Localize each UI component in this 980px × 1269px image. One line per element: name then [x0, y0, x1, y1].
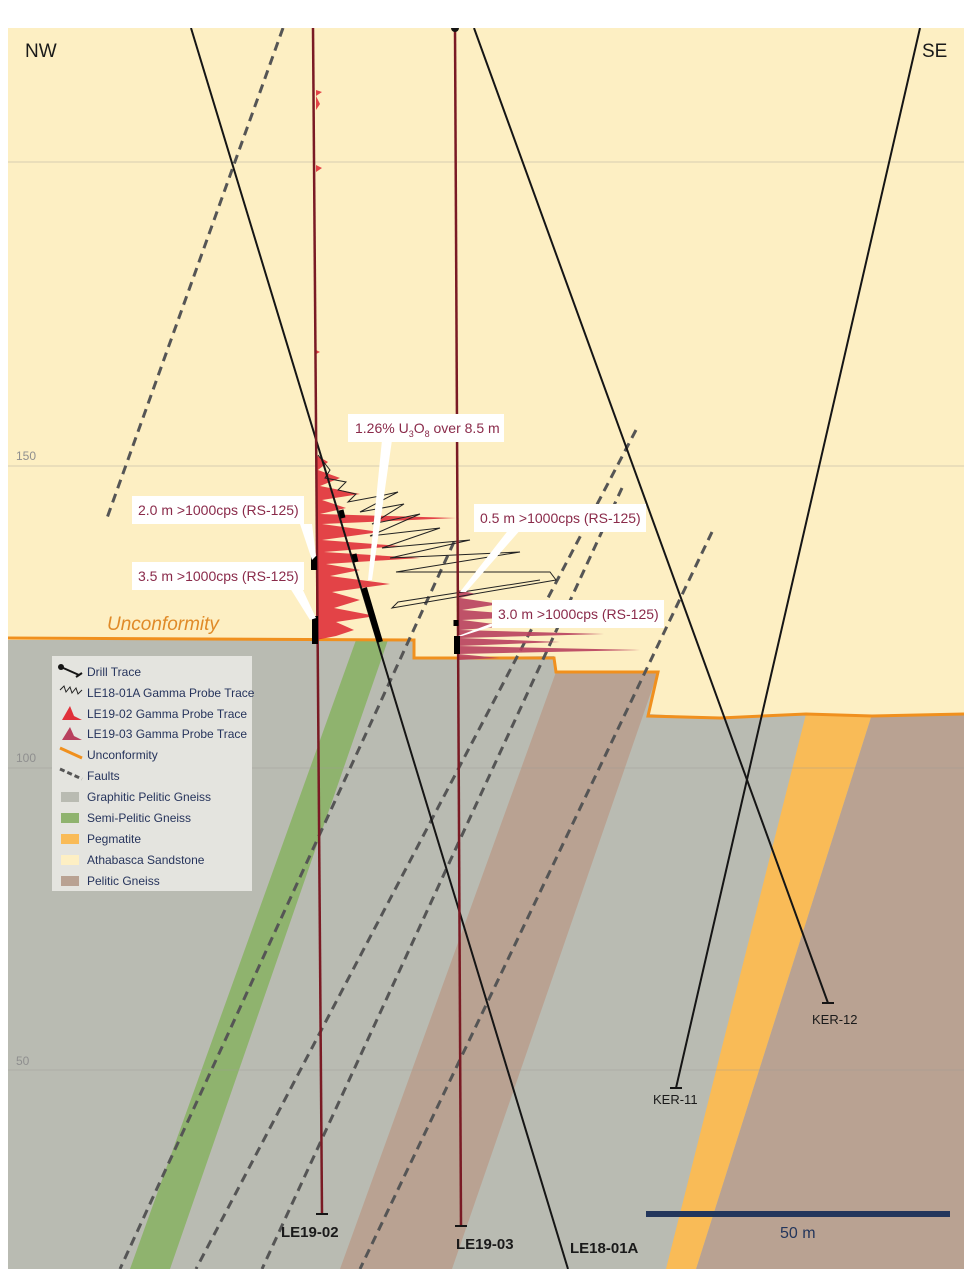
svg-text:LE19-02 Gamma Probe Trace: LE19-02 Gamma Probe Trace — [87, 707, 247, 721]
se-label: SE — [922, 41, 947, 62]
mineralized-intervals — [311, 509, 460, 654]
pegmatite-dyke — [666, 714, 872, 1269]
callout-3-5m: 3.5 m >1000cps (RS-125) — [132, 562, 304, 590]
legend-le19-03-gamma: LE19-03 Gamma Probe Trace — [62, 727, 247, 741]
pelitic-gneiss-middle — [340, 672, 658, 1269]
elev-50: 50 — [16, 1054, 30, 1068]
svg-text:Drill Trace: Drill Trace — [87, 665, 141, 679]
callout-3-0m: 3.0 m >1000cps (RS-125) — [492, 600, 664, 628]
svg-text:Pelitic Gneiss: Pelitic Gneiss — [87, 874, 160, 888]
le18-01a-gamma-trace — [317, 454, 557, 609]
svg-text:LE18-01A Gamma Probe Trace: LE18-01A Gamma Probe Trace — [87, 686, 255, 700]
ker-11-label: KER-11 — [653, 1092, 698, 1107]
svg-text:Faults: Faults — [87, 769, 120, 783]
elev-100: 100 — [16, 751, 36, 765]
ker-12-trace — [473, 28, 829, 1004]
pelitic-gneiss-right — [696, 714, 964, 1269]
svg-text:3.5 m >1000cps (RS-125): 3.5 m >1000cps (RS-125) — [138, 568, 299, 584]
legend: Drill Trace LE18-01A Gamma Probe Trace L… — [52, 656, 255, 891]
legend-athabasca-sandstone: Athabasca Sandstone — [61, 853, 205, 867]
svg-text:Graphitic Pelitic Gneiss: Graphitic Pelitic Gneiss — [87, 790, 211, 804]
le19-03-trace — [453, 28, 463, 1227]
semi-pelitic-gneiss-band — [130, 640, 388, 1269]
legend-pegmatite: Pegmatite — [61, 832, 141, 846]
athabasca-sandstone — [8, 28, 964, 718]
svg-text:1.26% U3O8 over 8.5 m: 1.26% U3O8 over 8.5 m — [355, 420, 500, 439]
unconformity-line — [8, 636, 964, 720]
scale-bar-label: 50 m — [780, 1225, 816, 1242]
le19-03-label: LE19-03 — [456, 1236, 514, 1253]
svg-text:3.0 m >1000cps (RS-125): 3.0 m >1000cps (RS-125) — [498, 606, 659, 622]
callout-leaders — [290, 440, 522, 636]
svg-text:Semi-Pelitic Gneiss: Semi-Pelitic Gneiss — [87, 811, 191, 825]
legend-unconformity: Unconformity — [59, 746, 158, 762]
svg-text:Unconformity: Unconformity — [87, 748, 158, 762]
ker-12-label: KER-12 — [812, 1012, 858, 1027]
le19-02-gamma-trace — [316, 90, 456, 640]
legend-le18-01a-gamma: LE18-01A Gamma Probe Trace — [59, 685, 255, 700]
le18-01a-label: LE18-01A — [570, 1240, 639, 1257]
callout-0-5m: 0.5 m >1000cps (RS-125) — [474, 504, 646, 532]
le19-02-label: LE19-02 — [281, 1224, 339, 1241]
legend-drill-trace: Drill Trace — [58, 664, 141, 679]
legend-semi-pelitic-gneiss: Semi-Pelitic Gneiss — [61, 811, 191, 825]
legend-pelitic-gneiss: Pelitic Gneiss — [61, 874, 160, 888]
legend-faults: Faults — [59, 767, 120, 783]
hole-end-ticks — [316, 28, 834, 1227]
callout-2m: 2.0 m >1000cps (RS-125) — [132, 496, 304, 524]
scale-bar: 50 m — [646, 1211, 950, 1242]
elev-150: 150 — [16, 449, 36, 463]
unconformity-label: Unconformity — [107, 614, 220, 635]
svg-text:LE19-03 Gamma Probe Trace: LE19-03 Gamma Probe Trace — [87, 727, 247, 741]
svg-text:0.5 m >1000cps (RS-125): 0.5 m >1000cps (RS-125) — [480, 510, 641, 526]
nw-label: NW — [25, 41, 57, 62]
le19-03-gamma-trace — [458, 590, 640, 660]
callout-main: 1.26% U3O8 over 8.5 m — [348, 414, 504, 442]
ker-11-trace — [675, 28, 921, 1089]
svg-text:Pegmatite: Pegmatite — [87, 832, 141, 846]
svg-text:Athabasca Sandstone: Athabasca Sandstone — [87, 853, 205, 867]
svg-text:2.0 m >1000cps (RS-125): 2.0 m >1000cps (RS-125) — [138, 502, 299, 518]
legend-graphitic-pelitic-gneiss: Graphitic Pelitic Gneiss — [61, 790, 211, 804]
le18-01a-trace — [190, 28, 569, 1269]
legend-le19-02-gamma: LE19-02 Gamma Probe Trace — [62, 706, 247, 721]
